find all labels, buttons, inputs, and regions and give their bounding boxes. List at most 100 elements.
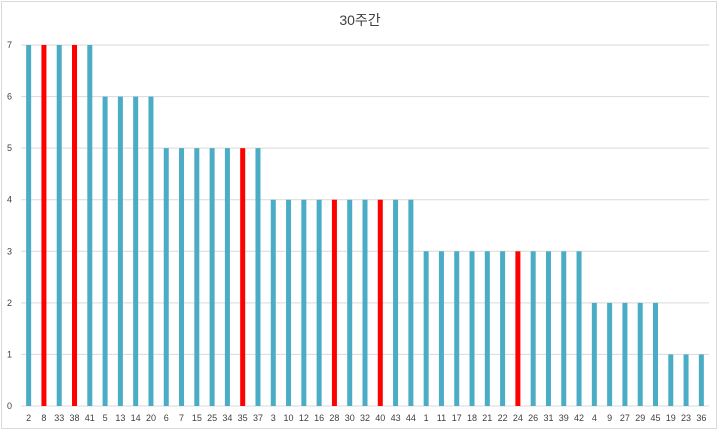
y-tick-label: 5 <box>7 143 12 153</box>
x-tick-label: 8 <box>41 413 46 423</box>
x-tick-label: 29 <box>635 413 645 423</box>
bar-16 <box>316 199 322 406</box>
bar-5 <box>102 96 108 407</box>
y-tick-label: 1 <box>7 349 12 359</box>
bar-26 <box>530 251 536 406</box>
x-tick-label: 42 <box>574 413 584 423</box>
y-tick-label: 2 <box>7 298 12 308</box>
bar-11 <box>438 251 444 406</box>
bar-44 <box>408 199 414 406</box>
bar-21 <box>484 251 490 406</box>
bar-22 <box>500 251 506 406</box>
x-tick-label: 16 <box>314 413 324 423</box>
x-tick-label: 23 <box>681 413 691 423</box>
x-tick-label: 1 <box>424 413 429 423</box>
bar-30 <box>347 199 353 406</box>
bar-38 <box>72 45 78 406</box>
bar-2 <box>26 45 32 406</box>
y-tick-label: 7 <box>7 40 12 50</box>
bars <box>26 45 704 407</box>
x-tick-label: 40 <box>375 413 385 423</box>
x-tick-label: 13 <box>115 413 125 423</box>
x-tick-label: 4 <box>592 413 597 423</box>
bar-12 <box>301 199 307 406</box>
bar-32 <box>362 199 368 406</box>
bar-8 <box>41 45 47 406</box>
bar-24 <box>515 251 521 406</box>
bar-3 <box>270 199 276 406</box>
x-tick-label: 27 <box>620 413 630 423</box>
x-tick-label: 2 <box>26 413 31 423</box>
bar-41 <box>87 45 93 406</box>
bar-4 <box>591 302 597 406</box>
y-axis: 0 1 2 3 4 5 6 7 <box>7 40 12 411</box>
x-tick-label: 5 <box>103 413 108 423</box>
bar-1 <box>423 251 429 406</box>
x-tick-label: 45 <box>650 413 660 423</box>
x-tick-label: 43 <box>391 413 401 423</box>
x-tick-label: 7 <box>179 413 184 423</box>
bar-28 <box>331 199 337 406</box>
x-tick-label: 18 <box>467 413 477 423</box>
x-tick-label: 14 <box>131 413 141 423</box>
x-axis: 2 8 33 38 41 5 13 14 20 6 7 15 25 34 35 37 3 10 12 16 28 30 32… <box>26 413 706 423</box>
bar-37 <box>255 148 261 406</box>
x-tick-label: 11 <box>437 413 446 423</box>
bar-31 <box>545 251 551 406</box>
x-tick-label: 31 <box>543 413 553 423</box>
bar-45 <box>652 302 658 406</box>
bar-10 <box>286 199 292 406</box>
bar-39 <box>561 251 567 406</box>
bar-34 <box>224 148 230 406</box>
y-tick-label: 6 <box>7 92 12 102</box>
y-tick-label: 4 <box>7 195 12 205</box>
bar-17 <box>454 251 460 406</box>
x-tick-label: 21 <box>482 413 492 423</box>
chart-title: 30주간 <box>339 12 381 28</box>
bar-25 <box>209 148 215 406</box>
x-tick-label: 41 <box>85 413 95 423</box>
y-tick-label: 0 <box>7 401 12 411</box>
bar-20 <box>148 96 154 407</box>
x-tick-label: 44 <box>406 413 416 423</box>
x-tick-label: 37 <box>253 413 263 423</box>
y-tick-label: 3 <box>7 246 12 256</box>
x-tick-label: 39 <box>559 413 569 423</box>
x-tick-label: 35 <box>238 413 248 423</box>
x-tick-label: 3 <box>271 413 276 423</box>
x-tick-label: 6 <box>164 413 169 423</box>
bar-15 <box>194 148 200 406</box>
x-tick-label: 28 <box>329 413 339 423</box>
bar-35 <box>240 148 246 406</box>
bar-18 <box>469 251 475 406</box>
x-tick-label: 19 <box>666 413 676 423</box>
x-tick-label: 30 <box>345 413 355 423</box>
x-tick-label: 20 <box>146 413 156 423</box>
x-tick-label: 32 <box>360 413 370 423</box>
bar-13 <box>117 96 123 407</box>
bar-9 <box>607 302 613 406</box>
x-tick-label: 17 <box>452 413 462 423</box>
bar-42 <box>576 251 582 406</box>
bar-27 <box>622 302 628 406</box>
bar-7 <box>179 148 185 406</box>
x-tick-label: 34 <box>222 413 232 423</box>
x-tick-label: 10 <box>284 413 294 423</box>
bar-29 <box>637 302 643 406</box>
x-tick-label: 36 <box>696 413 706 423</box>
bar-19 <box>668 354 674 406</box>
x-tick-label: 24 <box>513 413 523 423</box>
x-tick-label: 12 <box>299 413 309 423</box>
x-tick-label: 26 <box>528 413 538 423</box>
bar-14 <box>133 96 139 407</box>
bar-36 <box>698 354 704 406</box>
bar-40 <box>377 199 383 406</box>
bar-33 <box>56 45 62 406</box>
bar-43 <box>393 199 399 406</box>
x-tick-label: 25 <box>207 413 217 423</box>
x-tick-label: 9 <box>607 413 612 423</box>
x-tick-label: 33 <box>54 413 64 423</box>
x-tick-label: 15 <box>192 413 202 423</box>
x-tick-label: 38 <box>70 413 80 423</box>
